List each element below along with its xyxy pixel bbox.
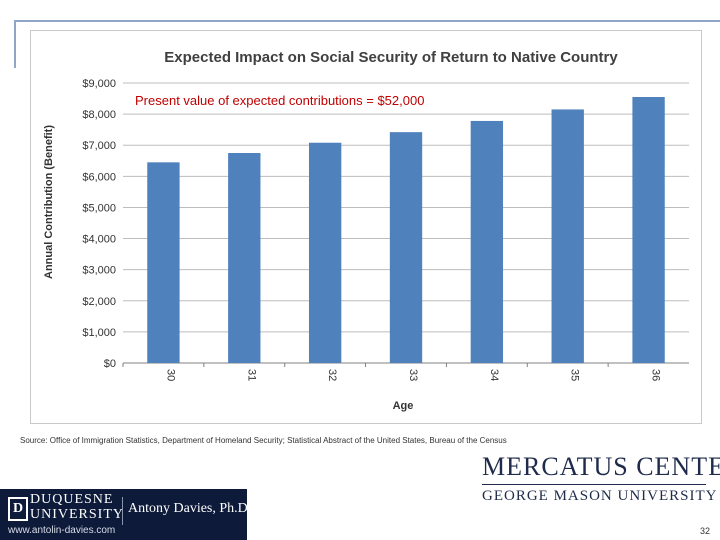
chart-frame: Expected Impact on Social Security of Re… <box>30 30 702 424</box>
duquesne-name-line2: UNIVERSITY <box>30 507 124 522</box>
y-tick-label: $8,000 <box>82 109 116 121</box>
x-axis-label: Age <box>393 400 414 412</box>
x-tick-label: 35 <box>569 369 581 381</box>
y-tick-label: $7,000 <box>82 140 116 152</box>
y-axis-label: Annual Contribution (Benefit) <box>43 125 55 279</box>
y-tick-label: $9,000 <box>82 78 116 90</box>
y-tick-label: $0 <box>104 358 116 370</box>
bar-age-33 <box>389 132 423 363</box>
chart-annotation: Present value of expected contributions … <box>135 93 424 108</box>
author-name: Antony Davies, Ph.D. <box>128 501 252 516</box>
duquesne-name-line1: DUQUESNE <box>30 492 114 507</box>
author-website: www.antolin-davies.com <box>8 525 116 536</box>
x-tick-label: 31 <box>245 369 257 381</box>
bar-age-34 <box>470 120 504 363</box>
y-tick-label: $5,000 <box>82 202 116 214</box>
bar-age-30 <box>147 162 180 363</box>
branding-divider <box>122 497 123 525</box>
x-tick-label: 33 <box>407 369 419 381</box>
chart-title: Expected Impact on Social Security of Re… <box>164 49 618 66</box>
bar-age-36 <box>632 97 665 363</box>
mercatus-divider <box>482 484 706 485</box>
duquesne-crest-icon: D <box>8 497 28 521</box>
y-tick-label: $6,000 <box>82 171 116 183</box>
y-tick-label: $1,000 <box>82 327 116 339</box>
x-tick-label: 36 <box>650 369 662 381</box>
page-number: 32 <box>699 526 710 536</box>
bar-chart: Expected Impact on Social Security of Re… <box>43 49 689 412</box>
duquesne-branding: D DUQUESNE UNIVERSITY Antony Davies, Ph.… <box>0 489 251 540</box>
mercatus-center-logo: MERCATUS CENTER <box>482 452 720 481</box>
bar-age-31 <box>228 153 261 363</box>
x-tick-label: 34 <box>488 369 500 381</box>
bar-age-35 <box>551 109 584 363</box>
y-tick-label: $3,000 <box>82 265 116 277</box>
x-tick-label: 30 <box>164 369 176 381</box>
slide-top-rule <box>14 20 720 22</box>
y-tick-label: $2,000 <box>82 296 116 308</box>
george-mason-university-label: GEORGE MASON UNIVERSITY <box>482 488 718 504</box>
slide-left-rule <box>14 20 16 68</box>
y-tick-label: $4,000 <box>82 234 116 246</box>
bar-age-32 <box>308 142 342 363</box>
x-tick-label: 32 <box>326 369 338 381</box>
source-note: Source: Office of Immigration Statistics… <box>20 436 507 445</box>
